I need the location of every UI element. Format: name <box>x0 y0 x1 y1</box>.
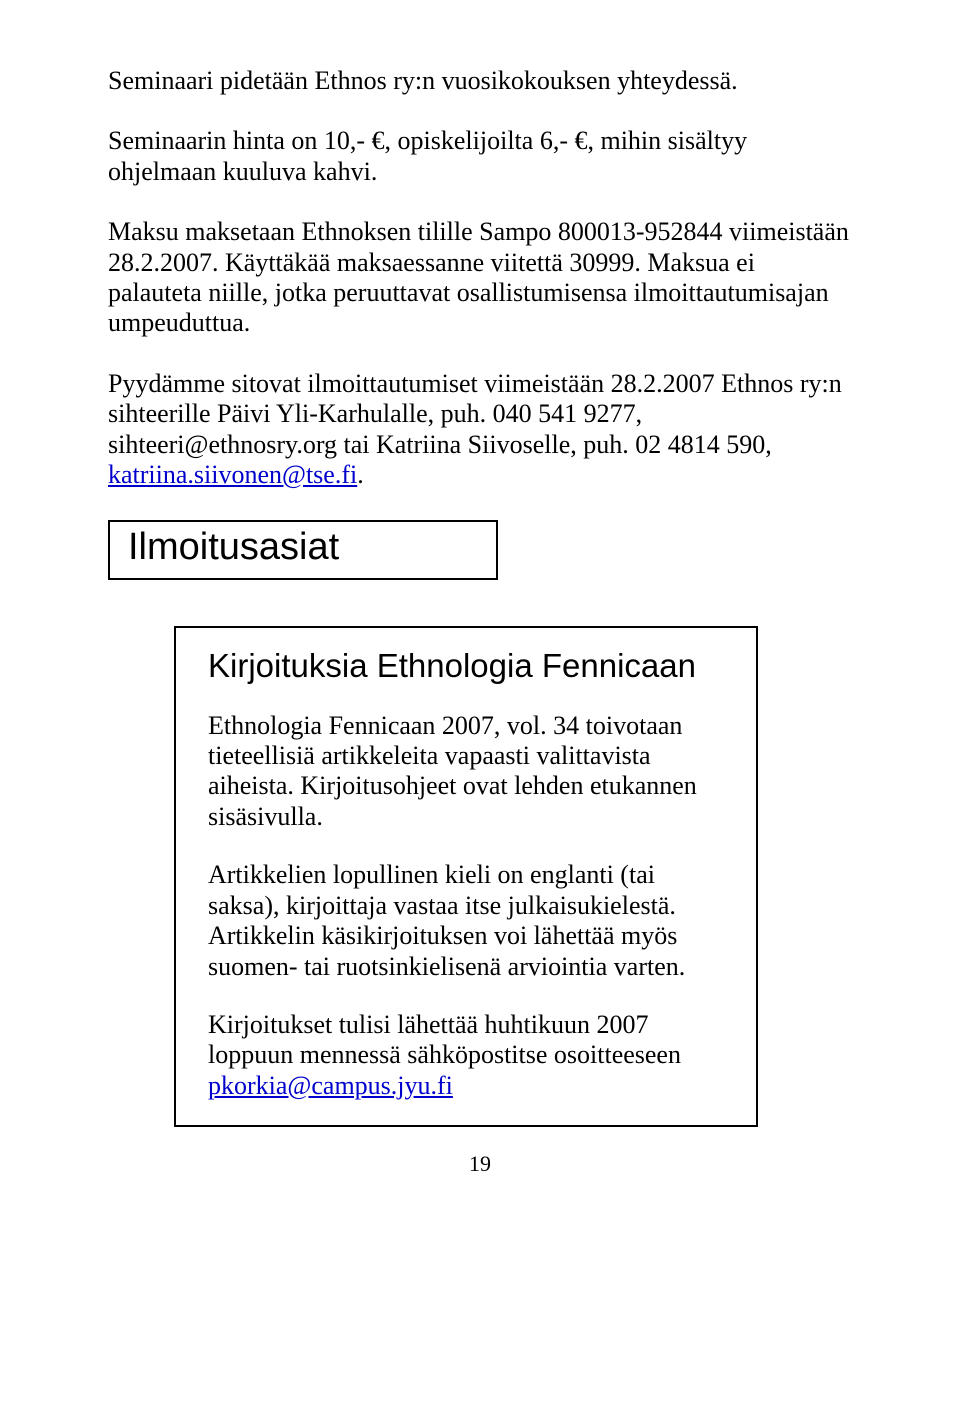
email-link-pkorkia[interactable]: pkorkia@campus.jyu.fi <box>208 1071 453 1100</box>
page-number: 19 <box>108 1151 852 1177</box>
notice-title: Kirjoituksia Ethnologia Fennicaan <box>208 648 724 684</box>
document-page: Seminaari pidetään Ethnos ry:n vuosikoko… <box>0 0 960 1217</box>
email-link-siivonen[interactable]: katriina.siivonen@tse.fi <box>108 460 357 489</box>
notice-box: Kirjoituksia Ethnologia Fennicaan Ethnol… <box>174 626 758 1127</box>
banner-box: Ilmoitusasiat <box>108 520 498 580</box>
paragraph-4-pre: Pyydämme sitovat ilmoittautumiset viimei… <box>108 369 842 459</box>
banner-title: Ilmoitusasiat <box>128 528 478 568</box>
paragraph-2: Seminaarin hinta on 10,- €, opiskelijoil… <box>108 126 852 187</box>
paragraph-4: Pyydämme sitovat ilmoittautumiset viimei… <box>108 369 852 491</box>
paragraph-4-post: . <box>357 460 364 489</box>
notice-paragraph-3: Kirjoitukset tulisi lähettää huhtikuun 2… <box>208 1010 724 1101</box>
paragraph-1: Seminaari pidetään Ethnos ry:n vuosikoko… <box>108 66 852 96</box>
paragraph-3: Maksu maksetaan Ethnoksen tilille Sampo … <box>108 217 852 339</box>
notice-paragraph-2: Artikkelien lopullinen kieli on englanti… <box>208 860 724 982</box>
notice-paragraph-1: Ethnologia Fennicaan 2007, vol. 34 toivo… <box>208 711 724 833</box>
notice-paragraph-3-pre: Kirjoitukset tulisi lähettää huhtikuun 2… <box>208 1010 681 1069</box>
